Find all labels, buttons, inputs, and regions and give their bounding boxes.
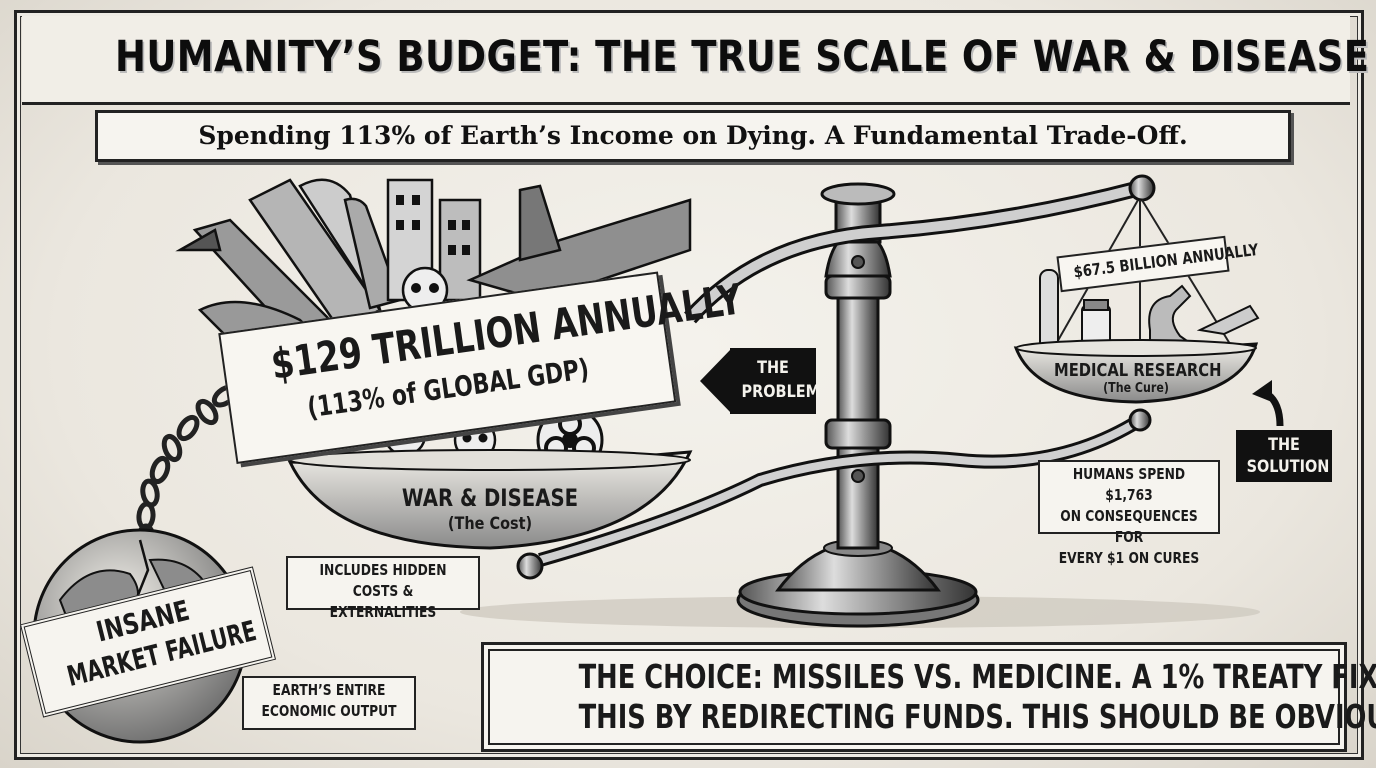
right-pan-label-block: MEDICAL RESEARCH (The Cure): [1036, 360, 1236, 396]
problem-arrowhead-icon: [700, 348, 732, 414]
right-pan: [1013, 339, 1259, 404]
spending-ratio-line2: ON CONSEQUENCES FOR: [1060, 507, 1198, 546]
research-equipment: [1039, 269, 1260, 351]
economic-output-callout: EARTH’S ENTIRE ECONOMIC OUTPUT: [242, 676, 416, 730]
problem-pointer: THE PROBLEM: [730, 348, 821, 414]
globe-chain: [136, 384, 239, 553]
economic-output-line2: ECONOMIC OUTPUT: [261, 702, 397, 720]
hidden-costs-line2: COSTS & EXTERNALITIES: [329, 582, 437, 621]
conclusion-line1: THE CHOICE: MISSILES VS. MEDICINE. A 1% …: [578, 657, 1376, 696]
poster-frame: [14, 10, 1364, 760]
page-subtitle: Spending 113% of Earth’s Income on Dying…: [198, 121, 1188, 150]
title-band: HUMANITY’S BUDGET: THE TRUE SCALE OF WAR…: [22, 16, 1370, 105]
spending-ratio-callout: HUMANS SPEND $1,763 ON CONSEQUENCES FOR …: [1038, 460, 1220, 567]
scale-column: [820, 182, 896, 550]
economic-output-line1: EARTH’S ENTIRE: [272, 681, 386, 699]
hidden-costs-line1: INCLUDES HIDDEN: [319, 561, 447, 579]
left-pan-label-block: WAR & DISEASE (The Cost): [360, 484, 620, 534]
solution-pointer-label: THE SOLUTION: [1246, 435, 1330, 477]
left-pan: [287, 449, 693, 550]
right-pan-subtitle: (The Cure): [1103, 381, 1169, 396]
subtitle-box: Spending 113% of Earth’s Income on Dying…: [95, 110, 1291, 162]
city-buildings: [396, 195, 470, 255]
hidden-costs-callout: INCLUDES HIDDEN COSTS & EXTERNALITIES: [286, 556, 480, 621]
scale-base: [736, 539, 980, 628]
scale-beam: [516, 174, 1156, 580]
left-pan-title: WAR & DISEASE: [401, 484, 579, 512]
spending-ratio-line1: HUMANS SPEND $1,763: [1072, 465, 1186, 504]
conclusion-box: THE CHOICE: MISSILES VS. MEDICINE. A 1% …: [481, 642, 1376, 752]
conclusion-line2: THIS BY REDIRECTING FUNDS. THIS SHOULD B…: [578, 697, 1376, 736]
page-title: HUMANITY’S BUDGET: THE TRUE SCALE OF WAR…: [114, 32, 1370, 82]
right-pan-title: MEDICAL RESEARCH: [1054, 360, 1222, 381]
problem-pointer-label: THE PROBLEM: [741, 358, 821, 402]
spending-ratio-line3: EVERY $1 ON CURES: [1058, 549, 1200, 567]
solution-pointer: THE SOLUTION: [1236, 430, 1332, 482]
solution-arrow-icon: [1250, 378, 1290, 428]
left-pan-subtitle: (The Cost): [447, 514, 533, 534]
